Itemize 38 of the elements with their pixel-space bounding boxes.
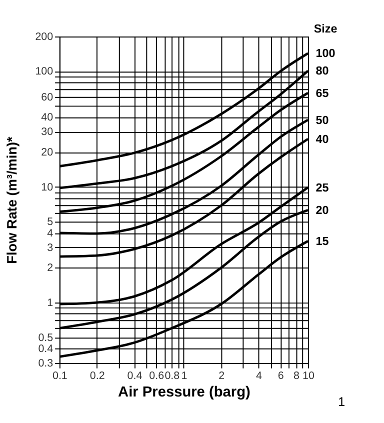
y-tick-label: 60 [41,91,54,104]
x-axis-title: Air Pressure (barg) [118,384,251,401]
series-label: 40 [316,132,330,146]
x-tick-label: 0.6 [149,370,164,382]
x-tick-label: 4 [256,370,262,382]
text: 1 [338,394,346,409]
series-label: 80 [316,64,330,78]
y-tick-label: 20 [41,146,54,159]
series-label: 20 [316,204,330,218]
series-label: 50 [316,114,330,127]
x-tick-label: 2 [218,370,225,382]
x-tick-label: 6 [278,370,284,382]
y-tick-label: 4 [47,227,54,240]
y-tick-label: 1 [47,296,54,309]
y-tick-label: 30 [41,126,54,138]
y-tick-label: 3 [47,242,54,254]
series-label: 15 [316,234,330,248]
x-tick-label: 0.4 [127,370,142,382]
x-tick-label: 8 [293,370,300,382]
legend-title: Size [314,22,338,36]
x-tick-label: 0.8 [164,370,180,382]
x-tick-label: 10 [302,370,314,382]
y-tick-label: 200 [35,30,54,43]
y-tick-label: 0.5 [38,332,54,344]
y-tick-label: 40 [41,112,54,124]
y-tick-label: 0.4 [38,342,54,355]
series-label: 100 [316,47,336,60]
x-tick-label: 1 [181,370,188,382]
series-label: 25 [316,181,330,194]
x-tick-label: 0.2 [90,370,105,382]
y-tick-label: 2 [47,262,54,274]
y-tick-label: 100 [35,66,54,78]
series-label: 65 [316,86,330,100]
y-tick-label: 5 [47,216,54,228]
x-tick-label: 0.1 [52,370,68,382]
y-tick-label: 10 [41,181,54,194]
y-axis-title: Flow Rate (m³/min)* [4,136,20,264]
y-tick-label: 0.3 [38,357,54,370]
